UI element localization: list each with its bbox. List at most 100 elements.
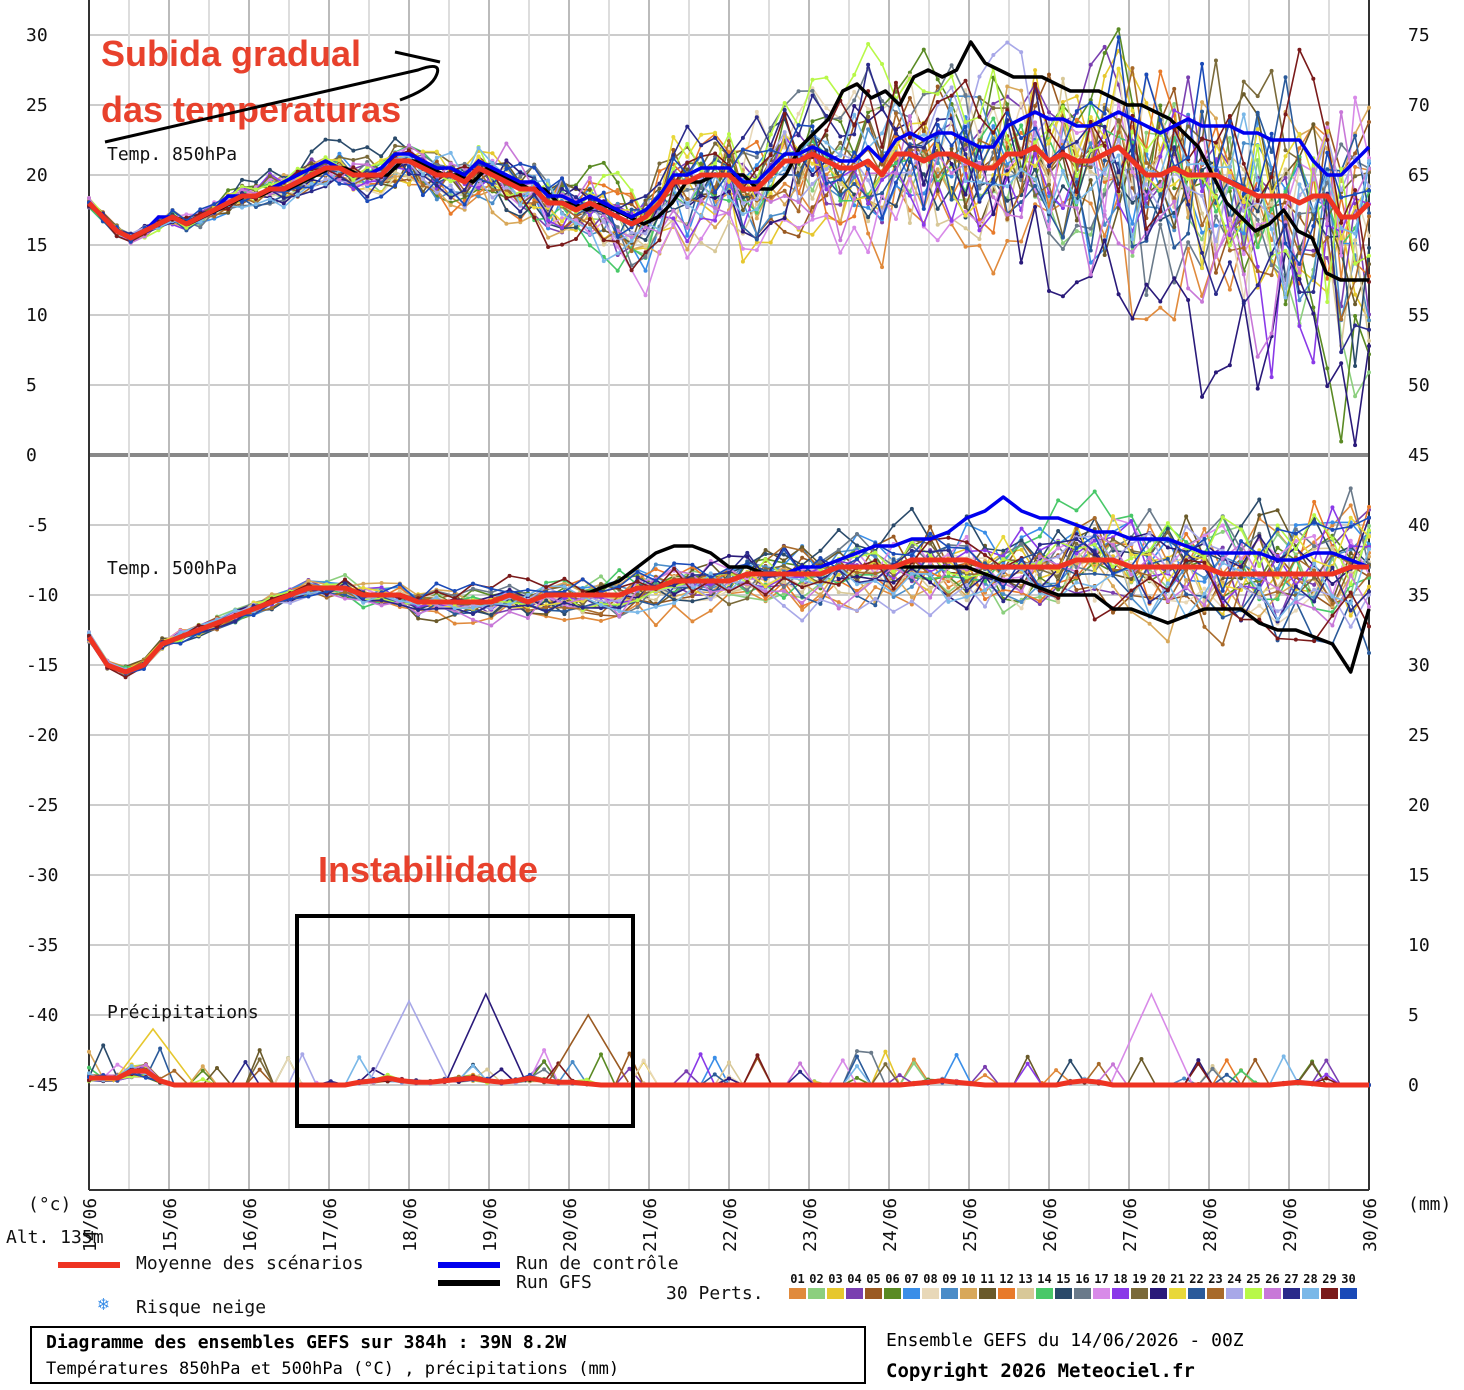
member-line-point <box>233 608 238 613</box>
member-line-point <box>1184 540 1189 545</box>
member-line-point <box>1037 534 1042 539</box>
member-line-point <box>1220 515 1225 520</box>
member-line-point <box>1144 204 1149 209</box>
member-line-point <box>1056 546 1061 551</box>
member-line-point <box>880 177 885 182</box>
member-line-point <box>1102 238 1107 243</box>
member-line-point <box>1092 549 1097 554</box>
member-line-point <box>754 139 759 144</box>
member-line-point <box>1325 384 1330 389</box>
member-line-point <box>768 199 773 204</box>
member-line-point <box>629 199 634 204</box>
member-line-point <box>309 149 314 154</box>
member-line-point <box>768 214 773 219</box>
member-line-point <box>1311 248 1316 253</box>
member-line-point <box>983 604 987 609</box>
member-line-point <box>1165 599 1170 604</box>
member-line-point <box>745 588 750 593</box>
member-line-point <box>907 170 912 175</box>
member-line-point <box>1255 232 1260 237</box>
member-line-point <box>852 175 857 180</box>
member-line-point <box>1275 617 1280 622</box>
member-line-point <box>824 201 829 206</box>
member-line-point <box>977 217 982 222</box>
member-line-point <box>1001 534 1006 539</box>
member-line-point <box>873 554 878 559</box>
member-line-point <box>763 547 768 552</box>
member-line-point <box>880 191 885 196</box>
member-line-point <box>1353 443 1358 448</box>
member-line-point <box>891 523 896 528</box>
member-line-point <box>1172 182 1177 187</box>
member-line-point <box>796 133 801 138</box>
member-line-point <box>754 155 759 160</box>
member-line-point <box>782 166 787 171</box>
member-line-point <box>1172 145 1177 150</box>
member-line-point <box>708 608 713 613</box>
member-line-point <box>643 194 648 199</box>
member-line-point <box>880 131 885 136</box>
member-line-point <box>1330 594 1335 599</box>
member-line-point <box>1144 196 1149 201</box>
member-line-point <box>768 153 773 158</box>
member-line-point <box>1060 76 1065 81</box>
member-line-point <box>1147 576 1152 581</box>
member-line-point <box>653 562 658 567</box>
member-line-point <box>448 161 453 166</box>
member-line-point <box>226 206 231 211</box>
member-line-point <box>836 600 841 605</box>
member-line-point <box>1074 190 1079 195</box>
member-line-point <box>295 189 300 194</box>
member-line-point <box>379 581 384 586</box>
member-line-point <box>615 188 620 193</box>
member-line-point <box>1200 168 1205 173</box>
member-line-point <box>1019 215 1024 220</box>
member-line-point <box>685 141 690 146</box>
member-line-point <box>1255 199 1260 204</box>
member-line-point <box>489 606 494 611</box>
member-line-point <box>796 234 801 239</box>
member-line-point <box>1172 86 1177 91</box>
member-line-point <box>893 145 898 150</box>
member-line-point <box>1186 231 1191 236</box>
member-line-point <box>281 201 286 206</box>
member-line-point <box>1111 564 1115 569</box>
member-line-point <box>1330 520 1335 525</box>
member-line-point <box>1147 600 1152 605</box>
member-line-point <box>1019 50 1024 55</box>
member-line-point <box>1019 542 1024 547</box>
member-line-point <box>1255 217 1260 222</box>
member-line-point <box>855 570 859 575</box>
member-line-point <box>810 93 815 98</box>
member-line-point <box>800 618 805 623</box>
member-line-point <box>949 143 954 148</box>
member-line-point <box>420 183 425 188</box>
member-line-point <box>1293 637 1298 642</box>
member-line-point <box>963 152 968 157</box>
member-line-point <box>1255 143 1260 148</box>
member-line-point <box>713 225 718 230</box>
member-line-point <box>1227 216 1232 221</box>
member-line-point <box>471 586 475 591</box>
member-line-point <box>727 183 731 188</box>
member-line-point <box>1056 498 1061 503</box>
member-line-point <box>599 603 603 608</box>
member-line-point <box>690 573 695 578</box>
member-line-point <box>518 217 523 222</box>
member-line-point <box>1102 135 1107 140</box>
member-line-point <box>1102 176 1107 181</box>
member-line-point <box>601 160 606 165</box>
member-line-point <box>1144 182 1149 187</box>
member-line-point <box>1353 95 1358 100</box>
member-line-point <box>1172 225 1177 230</box>
member-line-point <box>754 240 759 245</box>
member-line-point <box>1165 545 1170 550</box>
member-line-point <box>818 601 823 606</box>
member-line-point <box>587 243 592 248</box>
member-line-point <box>866 215 871 220</box>
member-line-point <box>1325 276 1330 281</box>
member-line-point <box>1088 187 1093 192</box>
member-line-point <box>1255 269 1260 274</box>
member-line-point <box>991 124 996 129</box>
